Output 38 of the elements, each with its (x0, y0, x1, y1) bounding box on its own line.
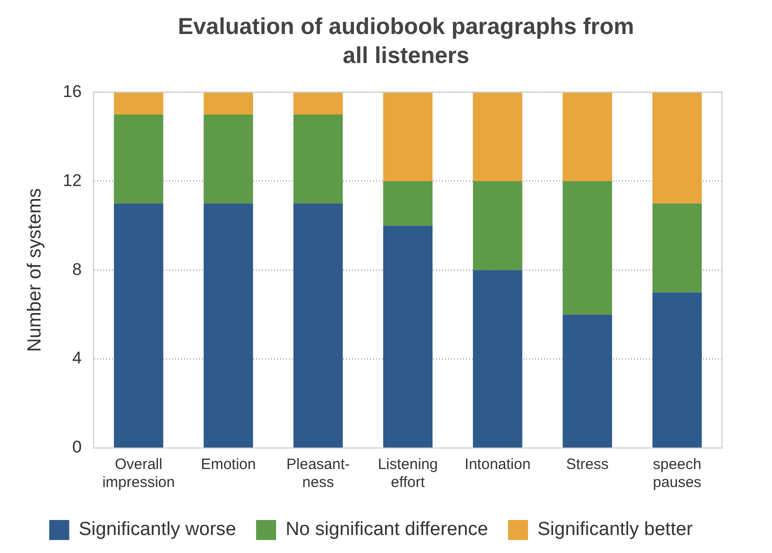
bar (652, 292, 702, 448)
legend-label: Significantly better (538, 519, 694, 540)
bar (114, 92, 164, 114)
chart-title: Evaluation of audiobook paragraphs from all listeners (176, 12, 636, 70)
x-tick-label: Overall impression (102, 456, 175, 492)
y-tick-label: 4 (72, 348, 82, 368)
bar (114, 203, 164, 448)
bar (204, 203, 254, 448)
y-axis-title: Number of systems (24, 188, 46, 352)
bar (204, 92, 254, 114)
bar (652, 203, 702, 292)
x-tick-label: Pleasant-ness (286, 456, 350, 492)
x-tick-label: speech pauses (652, 456, 702, 492)
x-tick-label: Listening effort (378, 456, 438, 492)
bar (472, 92, 522, 182)
legend-label: No significant difference (286, 519, 488, 540)
bar (293, 92, 343, 114)
x-tick-label: Emotion (200, 456, 256, 474)
legend-label: Significantly worse (78, 519, 236, 540)
bar (293, 114, 343, 204)
bar (204, 114, 254, 204)
bar (562, 181, 612, 315)
bar (472, 181, 522, 270)
y-tick-label: 12 (62, 170, 82, 190)
bar (383, 226, 433, 448)
bar (383, 181, 433, 226)
x-tick-label: Stress (566, 456, 609, 474)
y-tick-label: 8 (72, 260, 82, 279)
y-tick-label: 0 (72, 438, 82, 457)
bar (114, 114, 164, 204)
bar (293, 203, 343, 448)
bar (472, 270, 522, 448)
x-tick-label: Intonation (464, 456, 531, 474)
y-tick-label: 16 (62, 82, 82, 101)
bar (562, 314, 612, 448)
bar (383, 92, 433, 182)
bar (652, 92, 702, 204)
bar (562, 92, 612, 182)
